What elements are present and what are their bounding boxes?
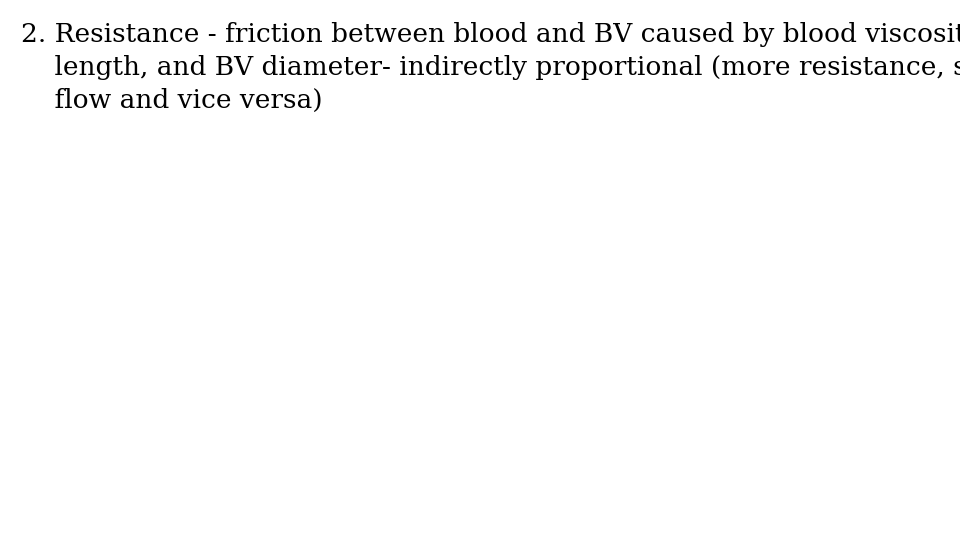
Text: 2. Resistance - friction between blood and BV caused by blood viscosity, BV
    : 2. Resistance - friction between blood a…: [21, 22, 960, 113]
